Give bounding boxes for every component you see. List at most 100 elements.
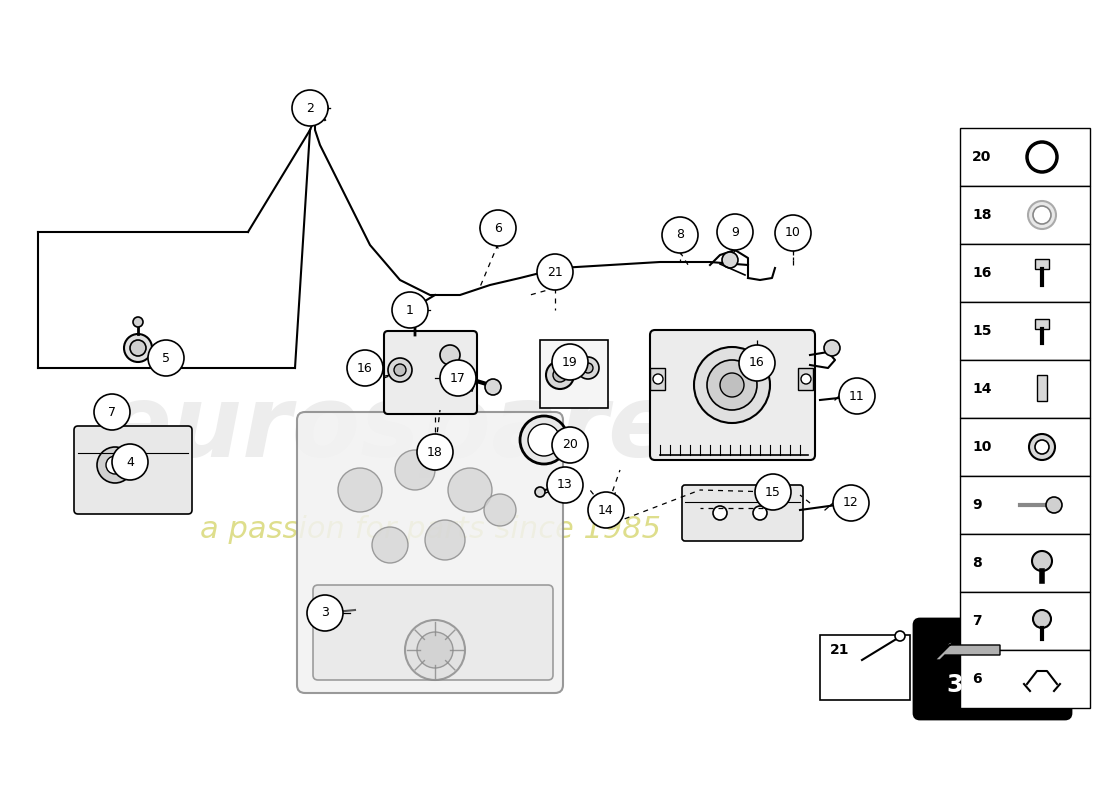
Text: 18: 18 (972, 208, 991, 222)
Text: 4: 4 (126, 455, 134, 469)
Circle shape (662, 217, 698, 253)
Circle shape (417, 434, 453, 470)
Circle shape (833, 485, 869, 521)
Circle shape (403, 300, 417, 314)
Circle shape (520, 416, 568, 464)
Text: 2: 2 (295, 100, 305, 114)
Circle shape (528, 424, 560, 456)
Bar (1035, 319, 1049, 329)
Circle shape (547, 467, 583, 503)
Circle shape (713, 506, 727, 520)
Text: 5: 5 (162, 351, 170, 365)
Text: 15: 15 (766, 486, 781, 498)
Bar (960, 418, 1090, 476)
Circle shape (388, 358, 412, 382)
Circle shape (124, 334, 152, 362)
Text: 20: 20 (972, 150, 991, 164)
Circle shape (440, 345, 460, 365)
Circle shape (739, 345, 776, 381)
Circle shape (755, 474, 791, 510)
Circle shape (707, 360, 757, 410)
Text: 9: 9 (732, 226, 739, 238)
Text: 1: 1 (406, 303, 414, 317)
FancyBboxPatch shape (650, 330, 815, 460)
Circle shape (578, 357, 600, 379)
Text: 14: 14 (972, 382, 991, 396)
Circle shape (776, 215, 811, 251)
Circle shape (895, 631, 905, 641)
Circle shape (307, 595, 343, 631)
Circle shape (1035, 440, 1049, 454)
Circle shape (720, 373, 744, 397)
Circle shape (417, 632, 453, 668)
Bar (960, 360, 1090, 418)
Circle shape (338, 468, 382, 512)
Circle shape (694, 347, 770, 423)
Circle shape (1046, 497, 1062, 513)
Circle shape (316, 102, 328, 114)
Circle shape (1027, 142, 1057, 172)
Circle shape (535, 487, 544, 497)
Text: 12: 12 (843, 497, 859, 510)
FancyBboxPatch shape (314, 585, 553, 680)
Text: 21: 21 (547, 266, 563, 278)
Text: 17: 17 (450, 371, 466, 385)
Bar (960, 302, 1090, 360)
FancyBboxPatch shape (384, 331, 477, 414)
Bar (650, 368, 666, 390)
Text: 7: 7 (108, 406, 115, 418)
Text: 2: 2 (306, 102, 313, 114)
Text: 11: 11 (849, 390, 865, 402)
Circle shape (824, 340, 840, 356)
Circle shape (372, 527, 408, 563)
Polygon shape (935, 640, 1000, 660)
Circle shape (484, 494, 516, 526)
Circle shape (133, 317, 143, 327)
Text: 17: 17 (462, 382, 477, 395)
Text: 300 02: 300 02 (947, 673, 1037, 697)
Text: 6: 6 (972, 672, 981, 686)
Bar (1035, 259, 1049, 269)
Circle shape (392, 292, 428, 328)
Circle shape (292, 90, 328, 126)
FancyBboxPatch shape (297, 412, 563, 693)
Text: 19: 19 (562, 355, 578, 369)
Circle shape (148, 340, 184, 376)
Bar (960, 592, 1090, 650)
Circle shape (1033, 610, 1050, 628)
Text: 14: 14 (598, 503, 614, 517)
Text: 21: 21 (830, 643, 849, 657)
Circle shape (1032, 551, 1052, 571)
Circle shape (485, 379, 501, 395)
Circle shape (801, 374, 811, 384)
Text: 10: 10 (972, 440, 991, 454)
Circle shape (94, 394, 130, 430)
Circle shape (552, 344, 589, 380)
Circle shape (112, 444, 148, 480)
Circle shape (537, 254, 573, 290)
Circle shape (97, 447, 133, 483)
Bar (960, 476, 1090, 534)
Bar (798, 368, 813, 390)
Text: 15: 15 (972, 324, 991, 338)
FancyBboxPatch shape (914, 619, 1071, 719)
Circle shape (546, 361, 574, 389)
Circle shape (448, 468, 492, 512)
Circle shape (583, 363, 593, 373)
Text: 18: 18 (427, 446, 443, 458)
Text: 16: 16 (749, 357, 764, 370)
Text: eurospares: eurospares (103, 382, 736, 478)
Circle shape (405, 620, 465, 680)
Circle shape (1033, 206, 1050, 224)
Text: 7: 7 (972, 614, 981, 628)
Bar (960, 534, 1090, 592)
Circle shape (425, 520, 465, 560)
Text: 3: 3 (321, 606, 329, 619)
Bar (960, 244, 1090, 302)
Text: 10: 10 (785, 226, 801, 239)
Text: 16: 16 (972, 266, 991, 280)
Text: 16: 16 (358, 362, 373, 374)
Bar (820, 635, 910, 700)
Circle shape (130, 340, 146, 356)
Circle shape (394, 364, 406, 376)
